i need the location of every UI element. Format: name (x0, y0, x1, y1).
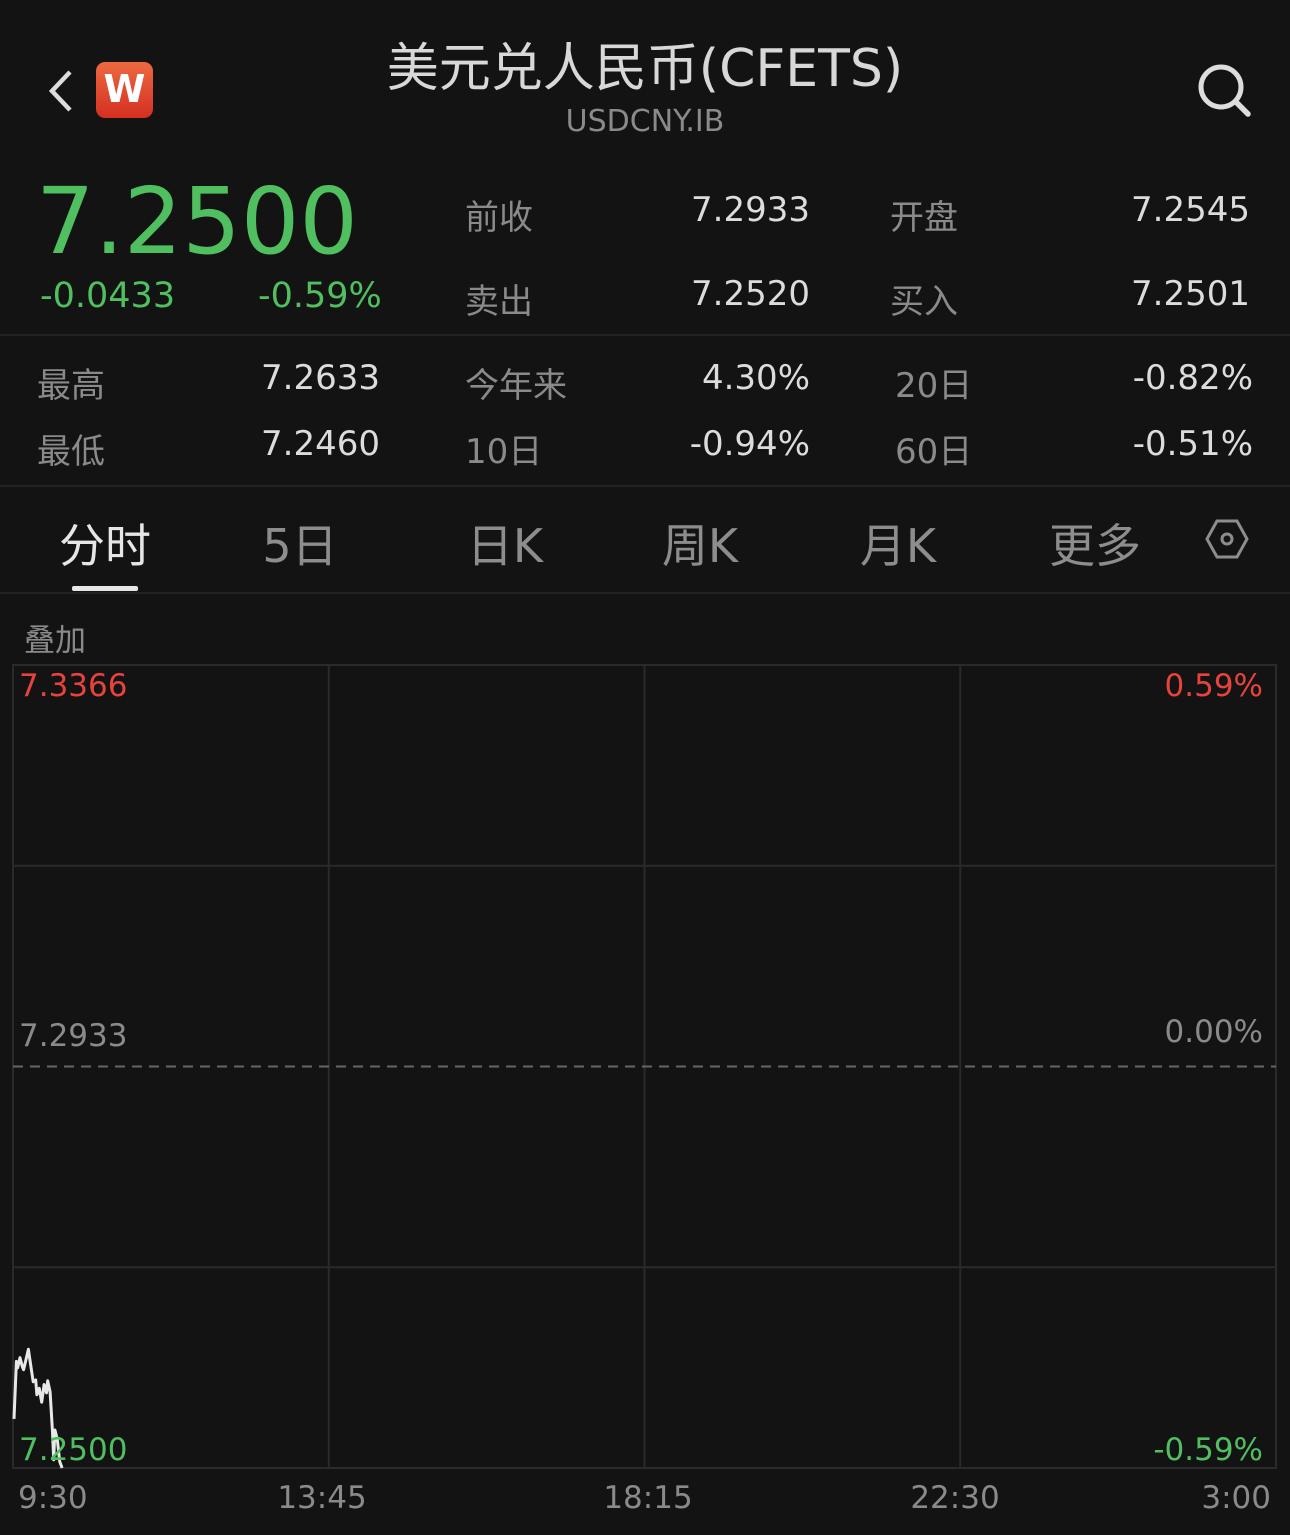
hexagon-settings-icon[interactable] (1205, 518, 1249, 560)
page-title: 美元兑人民币(CFETS) (386, 39, 904, 99)
10d-value: -0.94% (689, 424, 810, 464)
open-label: 开盘 (890, 198, 958, 238)
prev-close-value: 7.2933 (691, 190, 810, 230)
instrument-code: USDCNY.IB (565, 104, 725, 139)
divider (0, 592, 1290, 594)
last-price: 7.2500 (36, 168, 358, 275)
bid-label: 买入 (890, 282, 958, 322)
y-label-left-top: 7.3366 (19, 668, 127, 704)
divider (0, 485, 1290, 487)
overlay-button[interactable]: 叠加 (24, 623, 86, 659)
tab-intraday[interactable]: 分时 (59, 519, 151, 573)
x-tick: 18:15 (603, 1480, 692, 1516)
tab-weekly-k[interactable]: 周K (661, 519, 739, 573)
tab-daily-k[interactable]: 日K (466, 519, 544, 573)
ytd-value: 4.30% (701, 358, 810, 398)
back-chevron-icon[interactable] (40, 66, 90, 116)
x-tick: 9:30 (18, 1480, 88, 1516)
y-label-right-mid: 0.00% (1165, 1014, 1263, 1050)
y-label-left-mid: 7.2933 (19, 1018, 127, 1054)
10d-label: 10日 (465, 432, 543, 472)
price-change: -0.0433 (40, 276, 176, 316)
app-logo[interactable]: W (96, 62, 153, 118)
tab-monthly-k[interactable]: 月K (859, 519, 937, 573)
open-value: 7.2545 (1131, 190, 1250, 230)
price-line (12, 1347, 64, 1469)
active-tab-indicator (72, 586, 138, 591)
y-label-right-top: 0.59% (1165, 668, 1263, 704)
ask-label: 卖出 (465, 282, 533, 322)
low-label: 最低 (37, 432, 105, 472)
y-label-left-bottom: 7.2500 (19, 1432, 127, 1468)
y-label-right-bottom: -0.59% (1153, 1432, 1263, 1468)
low-value: 7.2460 (261, 424, 380, 464)
divider (0, 334, 1290, 336)
20d-value: -0.82% (1132, 358, 1253, 398)
60d-label: 60日 (895, 432, 973, 472)
20d-label: 20日 (895, 366, 973, 406)
x-tick: 22:30 (910, 1480, 999, 1516)
ytd-label: 今年来 (465, 366, 567, 406)
x-tick: 3:00 (1201, 1480, 1271, 1516)
ask-value: 7.2520 (691, 274, 810, 314)
search-icon[interactable] (1196, 62, 1252, 118)
60d-value: -0.51% (1132, 424, 1253, 464)
tab-5day[interactable]: 5日 (262, 519, 338, 573)
x-tick: 13:45 (277, 1480, 366, 1516)
high-label: 最高 (37, 366, 105, 406)
high-value: 7.2633 (261, 358, 380, 398)
price-change-pct: -0.59% (258, 276, 382, 316)
bid-value: 7.2501 (1131, 274, 1250, 314)
tab-more[interactable]: 更多 (1049, 519, 1141, 573)
prev-close-label: 前收 (465, 198, 533, 238)
intraday-chart: 7.3366 7.2933 7.2500 0.59% 0.00% -0.59% … (12, 664, 1277, 1516)
